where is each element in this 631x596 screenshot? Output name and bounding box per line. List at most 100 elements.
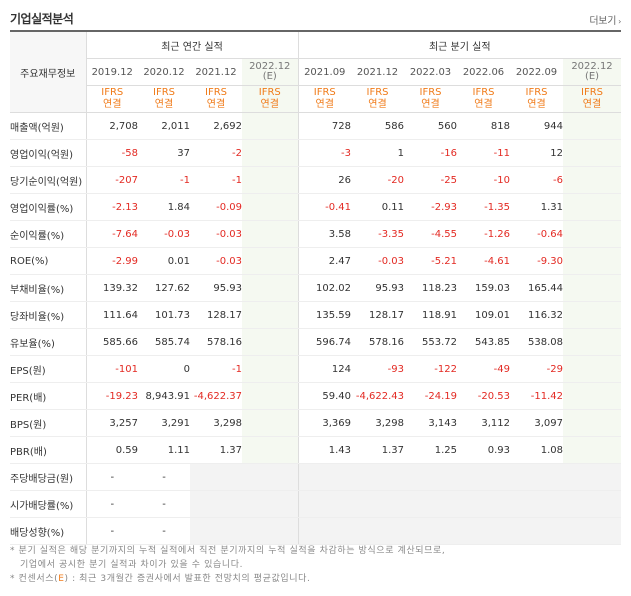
annual-value: 0.59 (86, 436, 138, 464)
ifrs-bottom: 연결 (421, 99, 440, 110)
table-row: 매출액(억원) 2,708 2,011 2,692 728 586 560 818 944 (10, 112, 621, 140)
annual-value: 2,692 (190, 112, 242, 140)
annual-value: -58 (86, 139, 138, 167)
quarter-estimate-value (563, 409, 621, 437)
row-label: ROE(%) (10, 247, 87, 275)
quarter-value: 3,143 (404, 409, 457, 437)
annual-value: -1 (138, 166, 190, 194)
quarter-value: -2.93 (404, 193, 457, 221)
quarter-value: 818 (457, 112, 510, 140)
ifrs-label: IFRS 연결 (242, 85, 299, 113)
quarter-value: -0.41 (298, 193, 351, 221)
quarter-value: -49 (457, 355, 510, 383)
period-quarter-4: 2022.09 (510, 58, 563, 86)
quarter-value: -4.61 (457, 247, 510, 275)
table-row: BPS(원) 3,257 3,291 3,298 3,369 3,298 3,143 3,11… (10, 409, 621, 437)
annual-value: 8,943.91 (138, 382, 190, 410)
annual-estimate-value (242, 247, 299, 275)
annual-value: - (86, 490, 138, 518)
annual-estimate-value (242, 274, 299, 302)
ifrs-top: IFRS (258, 87, 281, 98)
quarter-value: 109.01 (457, 301, 510, 329)
quarter-value (404, 463, 457, 491)
annual-value: -2 (190, 139, 242, 167)
quarter-value: -3.35 (351, 220, 404, 248)
quarter-value: -4,622.43 (351, 382, 404, 410)
financial-table: 주요재무정보 최근 연간 실적 최근 분기 실적 2019.12 2020.12 2… (10, 30, 621, 545)
quarter-value (351, 490, 404, 518)
annual-estimate-value (242, 409, 299, 437)
ifrs-label: IFRS 연결 (298, 85, 351, 113)
quarter-value: 0.93 (457, 436, 510, 464)
more-label[interactable]: 더보기 (589, 16, 617, 27)
quarter-value: -122 (404, 355, 457, 383)
quarter-value: 3,112 (457, 409, 510, 437)
annual-group-header: 최근 연간 실적 (86, 30, 299, 59)
row-label: 주당배당금(원) (10, 463, 87, 491)
annual-value: 1.11 (138, 436, 190, 464)
table-row: 당기순이익(억원) -207 -1 -1 26 -20 -25 -10 -6 (10, 166, 621, 194)
annual-value (190, 463, 242, 491)
quarter-value: 165.44 (510, 274, 563, 302)
quarter-value: -0.64 (510, 220, 563, 248)
annual-value: 101.73 (138, 301, 190, 329)
row-label: 당기순이익(억원) (10, 166, 87, 194)
row-label: 매출액(억원) (10, 112, 87, 140)
quarter-value: 596.74 (298, 328, 351, 356)
note-line-2: 기업에서 공시한 분기 실적과 차이가 있을 수 있습니다. (20, 560, 244, 570)
annual-estimate-value (242, 328, 299, 356)
note-line-1: * 분기 실적은 해당 분기까지의 누적 실적에서 직전 분기까지의 누적 실적… (10, 546, 446, 556)
quarter-value: 1.08 (510, 436, 563, 464)
quarter-value: -29 (510, 355, 563, 383)
ifrs-bottom: 연결 (368, 99, 387, 110)
ifrs-label: IFRS 연결 (138, 85, 190, 113)
ifrs-top: IFRS (366, 87, 389, 98)
quarter-value (404, 517, 457, 545)
row-label: PER(배) (10, 382, 87, 410)
quarter-value: -0.03 (351, 247, 404, 275)
annual-value: 139.32 (86, 274, 138, 302)
annual-value: 127.62 (138, 274, 190, 302)
quarter-value: 118.23 (404, 274, 457, 302)
period-quarter-3: 2022.06 (457, 58, 510, 86)
table-row: 영업이익률(%) -2.13 1.84 -0.09 -0.41 0.11 -2.93 -1.3… (10, 193, 621, 221)
annual-value: 95.93 (190, 274, 242, 302)
ifrs-bottom: 연결 (527, 99, 546, 110)
period-quarter-estimate: 2022.12 (E) (563, 58, 621, 86)
ifrs-top: IFRS (153, 87, 175, 98)
annual-estimate-value (242, 139, 299, 167)
ifrs-bottom: 연결 (315, 99, 334, 110)
quarter-value: 95.93 (351, 274, 404, 302)
table-body: 매출액(억원) 2,708 2,011 2,692 728 586 560 818 944 영업이… (10, 112, 621, 545)
quarter-value (457, 490, 510, 518)
ifrs-label: IFRS 연결 (351, 85, 404, 113)
annual-value: 3,291 (138, 409, 190, 437)
quarter-value: 1.37 (351, 436, 404, 464)
annual-value: -4,622.37 (190, 382, 242, 410)
quarter-value: -11 (457, 139, 510, 167)
annual-value: -1 (190, 166, 242, 194)
table-row: 순이익률(%) -7.64 -0.03 -0.03 3.58 -3.35 -4.55 -1.2… (10, 220, 621, 248)
ifrs-bottom: 연결 (103, 99, 122, 110)
table-row: ROE(%) -2.99 0.01 -0.03 2.47 -0.03 -5.21 -4.61-… (10, 247, 621, 275)
table-row: 배당성향(%) - - (10, 517, 621, 545)
annual-estimate-value (242, 382, 299, 410)
quarter-value: 578.16 (351, 328, 404, 356)
chevron-right-icon[interactable]: › (618, 17, 621, 26)
annual-value: 3,257 (86, 409, 138, 437)
period-annual-2: 2021.12 (190, 58, 242, 86)
quarter-estimate-value (563, 463, 621, 491)
quarter-group-header: 최근 분기 실적 (298, 30, 621, 59)
annual-value: -2.13 (86, 193, 138, 221)
row-label: BPS(원) (10, 409, 87, 437)
annual-value: -19.23 (86, 382, 138, 410)
more-link[interactable]: 더보기 › (589, 12, 621, 27)
quarter-estimate-value (563, 436, 621, 464)
annual-estimate-value (242, 301, 299, 329)
quarter-value: 944 (510, 112, 563, 140)
annual-value: - (86, 463, 138, 491)
ifrs-label: IFRS 연결 (510, 85, 563, 113)
ifrs-bottom: 연결 (582, 99, 602, 110)
annual-value: 2,708 (86, 112, 138, 140)
quarter-value: 12 (510, 139, 563, 167)
